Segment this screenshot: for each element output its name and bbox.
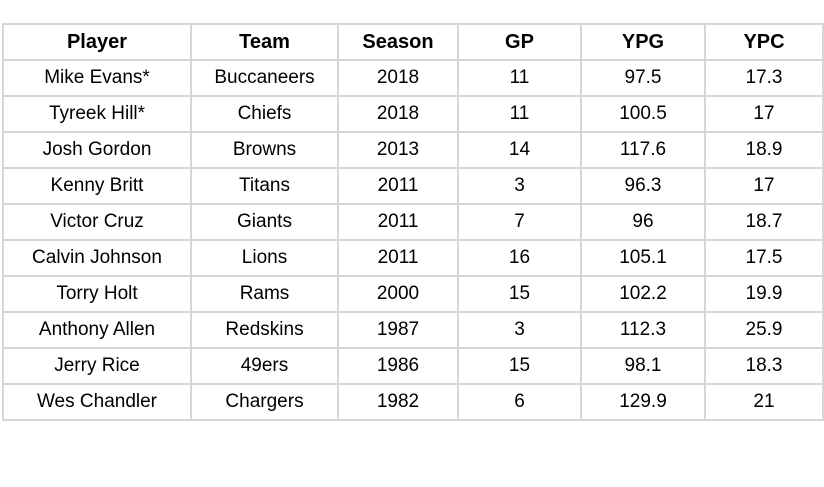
table-cell: 17.5 — [704, 239, 824, 277]
table-cell: 2011 — [337, 203, 459, 241]
table-cell: Chargers — [190, 383, 339, 421]
column-header-ypg: YPG — [580, 23, 706, 61]
table-cell: Torry Holt — [2, 275, 192, 313]
table-cell: 18.7 — [704, 203, 824, 241]
header-row: Player Team Season GP YPG YPC — [2, 23, 824, 61]
table-row: Calvin Johnson Lions 2011 16 105.1 17.5 — [2, 239, 824, 277]
table-cell: 129.9 — [580, 383, 706, 421]
table-cell: 18.3 — [704, 347, 824, 385]
table-row: Jerry Rice 49ers 1986 15 98.1 18.3 — [2, 347, 824, 385]
table-cell: 2013 — [337, 131, 459, 169]
table-cell: 17 — [704, 167, 824, 205]
table-row: Mike Evans* Buccaneers 2018 11 97.5 17.3 — [2, 59, 824, 97]
table-cell: Titans — [190, 167, 339, 205]
table-cell: Giants — [190, 203, 339, 241]
table-cell: 102.2 — [580, 275, 706, 313]
table-cell: 49ers — [190, 347, 339, 385]
table-cell: 15 — [457, 347, 582, 385]
table-cell: 97.5 — [580, 59, 706, 97]
column-header-player: Player — [2, 23, 192, 61]
table-cell: 17.3 — [704, 59, 824, 97]
table-cell: 2018 — [337, 95, 459, 133]
table-cell: 2011 — [337, 167, 459, 205]
table-cell: 1986 — [337, 347, 459, 385]
table-cell: 117.6 — [580, 131, 706, 169]
table-cell: 96 — [580, 203, 706, 241]
table-cell: Wes Chandler — [2, 383, 192, 421]
table-cell: 98.1 — [580, 347, 706, 385]
table-cell: Chiefs — [190, 95, 339, 133]
table-cell: 21 — [704, 383, 824, 421]
table-row: Victor Cruz Giants 2011 7 96 18.7 — [2, 203, 824, 241]
table-cell: 2018 — [337, 59, 459, 97]
table-cell: 7 — [457, 203, 582, 241]
table-row: Torry Holt Rams 2000 15 102.2 19.9 — [2, 275, 824, 313]
table-cell: 1987 — [337, 311, 459, 349]
table-cell: Redskins — [190, 311, 339, 349]
table-cell: 18.9 — [704, 131, 824, 169]
table-row: Anthony Allen Redskins 1987 3 112.3 25.9 — [2, 311, 824, 349]
table-body: Mike Evans* Buccaneers 2018 11 97.5 17.3 Tyree… — [2, 59, 824, 421]
table-cell: 15 — [457, 275, 582, 313]
table-cell: 2011 — [337, 239, 459, 277]
column-header-team: Team — [190, 23, 339, 61]
table-cell: Kenny Britt — [2, 167, 192, 205]
table-cell: Lions — [190, 239, 339, 277]
table-cell: 11 — [457, 95, 582, 133]
table-cell: Browns — [190, 131, 339, 169]
table-cell: Jerry Rice — [2, 347, 192, 385]
table-cell: 112.3 — [580, 311, 706, 349]
table-row: Josh Gordon Browns 2013 14 117.6 18.9 — [2, 131, 824, 169]
table-cell: 105.1 — [580, 239, 706, 277]
table-cell: Victor Cruz — [2, 203, 192, 241]
table-cell: 16 — [457, 239, 582, 277]
table-cell: Rams — [190, 275, 339, 313]
table-cell: 19.9 — [704, 275, 824, 313]
table-cell: 100.5 — [580, 95, 706, 133]
table-row: Kenny Britt Titans 2011 3 96.3 17 — [2, 167, 824, 205]
table-cell: 96.3 — [580, 167, 706, 205]
table-cell: 3 — [457, 167, 582, 205]
column-header-ypc: YPC — [704, 23, 824, 61]
table-cell: 3 — [457, 311, 582, 349]
column-header-season: Season — [337, 23, 459, 61]
table-cell: 6 — [457, 383, 582, 421]
column-header-gp: GP — [457, 23, 582, 61]
table-row: Wes Chandler Chargers 1982 6 129.9 21 — [2, 383, 824, 421]
table-cell: 17 — [704, 95, 824, 133]
table-cell: Tyreek Hill* — [2, 95, 192, 133]
table-cell: Calvin Johnson — [2, 239, 192, 277]
table-cell: 2000 — [337, 275, 459, 313]
table-row: Tyreek Hill* Chiefs 2018 11 100.5 17 — [2, 95, 824, 133]
receiving-stats-table: Player Team Season GP YPG YPC Mike Evans… — [2, 23, 824, 421]
table-cell: 14 — [457, 131, 582, 169]
table-cell: 25.9 — [704, 311, 824, 349]
table-cell: Anthony Allen — [2, 311, 192, 349]
table-cell: 1982 — [337, 383, 459, 421]
table-cell: Mike Evans* — [2, 59, 192, 97]
table-cell: Josh Gordon — [2, 131, 192, 169]
table-cell: 11 — [457, 59, 582, 97]
table-cell: Buccaneers — [190, 59, 339, 97]
